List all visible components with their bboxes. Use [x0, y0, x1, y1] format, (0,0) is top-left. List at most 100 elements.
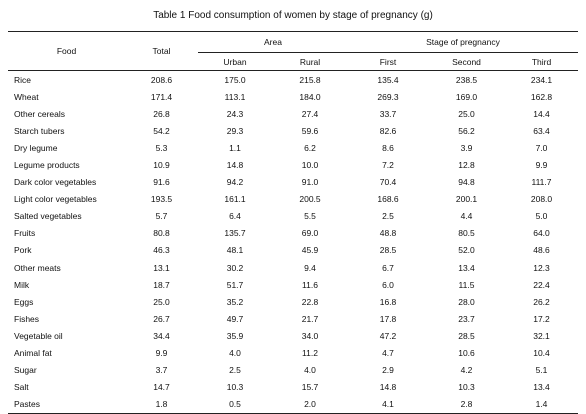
value-cell: 2.5 [382, 211, 394, 222]
value-cell: 22.4 [533, 279, 550, 290]
header-cell: Second [428, 52, 505, 71]
value-cell: 54.2 [153, 125, 170, 136]
table-title: Table 1 Food consumption of women by sta… [153, 10, 433, 21]
value-cell: 1.4 [535, 399, 548, 410]
food-cell: Salted vegetables [14, 211, 82, 222]
value-cell: 4.7 [382, 348, 394, 359]
value-cell: 25.0 [153, 296, 170, 307]
value-cell: 49.7 [226, 313, 244, 324]
value-cell: 52.0 [458, 245, 475, 256]
value-cell: 208.0 [530, 194, 553, 205]
value-cell: 2.8 [460, 399, 473, 410]
table-header: Food Total Area Stage of pregnancy Urban… [8, 31, 578, 71]
value-cell: 3.9 [460, 142, 473, 153]
value-cell: 94.8 [458, 177, 475, 188]
table-row: Rice 208.6 175.0 215.8 135.4 238.5 234.1 [8, 71, 578, 89]
value-cell: 18.7 [153, 279, 170, 290]
food-cell: Animal fat [14, 348, 52, 359]
value-cell: 5.3 [155, 142, 168, 153]
value-cell: 15.7 [301, 382, 319, 393]
value-cell: 10.9 [153, 160, 170, 171]
food-cell: Pork [14, 245, 32, 256]
value-cell: 59.6 [301, 125, 319, 136]
table-row: Pastes 1.8 0.5 2.0 4.1 2.8 1.4 [8, 396, 578, 414]
value-cell: 4.4 [460, 211, 473, 222]
value-cell: 11.2 [302, 348, 318, 359]
value-cell: 28.5 [458, 330, 475, 341]
value-cell: 35.2 [226, 296, 244, 307]
value-cell: 91.0 [301, 177, 319, 188]
value-cell: 24.3 [226, 108, 244, 119]
food-cell: Pastes [14, 399, 40, 410]
food-cell: Eggs [14, 296, 34, 307]
value-cell: 269.3 [377, 91, 399, 102]
value-cell: 48.1 [226, 245, 244, 256]
header-cell: First [348, 52, 428, 71]
value-cell: 215.8 [299, 74, 321, 85]
value-cell: 33.7 [379, 108, 397, 119]
value-cell: 64.0 [533, 228, 550, 239]
header-cell: Rural [272, 52, 348, 71]
value-cell: 22.8 [301, 296, 319, 307]
value-cell: 6.7 [382, 262, 394, 273]
value-cell: 14.4 [533, 108, 550, 119]
value-cell: 12.3 [533, 262, 550, 273]
value-cell: 35.9 [226, 330, 244, 341]
table-row: Sugar 3.7 2.5 4.0 2.9 4.2 5.1 [8, 362, 578, 379]
value-cell: 94.2 [226, 177, 244, 188]
value-cell: 47.2 [379, 330, 397, 341]
value-cell: 135.4 [377, 74, 399, 85]
food-cell: Other cereals [14, 108, 66, 119]
food-cell: Other meats [14, 262, 61, 273]
value-cell: 2.0 [304, 399, 316, 410]
header-cell: Total [125, 31, 198, 71]
value-cell: 16.8 [379, 296, 397, 307]
value-cell: 70.4 [379, 177, 397, 188]
table-row: Pork 46.3 48.1 45.9 28.5 52.0 48.6 [8, 242, 578, 259]
value-cell: 14.7 [153, 382, 170, 393]
value-cell: 175.0 [224, 74, 246, 85]
value-cell: 4.0 [304, 365, 316, 376]
table-row: Wheat 171.4 113.1 184.0 269.3 169.0 162.8 [8, 88, 578, 105]
table-row: Fishes 26.7 49.7 21.7 17.8 23.7 17.2 [8, 310, 578, 327]
value-cell: 29.3 [226, 125, 244, 136]
value-cell: 2.5 [229, 365, 241, 376]
value-cell: 111.7 [531, 177, 552, 188]
value-cell: 13.1 [153, 262, 170, 273]
value-cell: 28.0 [458, 296, 475, 307]
value-cell: 28.5 [379, 245, 397, 256]
value-cell: 3.7 [155, 365, 168, 376]
table-row: Legume products 10.9 14.8 10.0 7.2 12.8 9.9 [8, 156, 578, 173]
value-cell: 23.7 [458, 313, 475, 324]
value-cell: 25.0 [458, 108, 475, 119]
food-cell: Dry legume [14, 142, 58, 153]
value-cell: 9.4 [304, 262, 316, 273]
value-cell: 17.8 [379, 313, 397, 324]
table-row: Light color vegetables 193.5 161.1 200.5 168… [8, 191, 578, 208]
value-cell: 4.0 [229, 348, 241, 359]
value-cell: 63.4 [533, 125, 550, 136]
value-cell: 56.2 [458, 125, 475, 136]
value-cell: 10.4 [533, 348, 550, 359]
page: {"title": "Table 1 Food consumption of w… [8, 10, 578, 414]
table-row: Dry legume 5.3 1.1 6.2 8.6 3.9 7.0 [8, 139, 578, 156]
food-cell: Light color vegetables [14, 194, 97, 205]
food-cell: Rice [14, 74, 32, 85]
value-cell: 80.5 [458, 228, 475, 239]
value-cell: 32.1 [533, 330, 550, 341]
value-cell: 6.2 [304, 142, 316, 153]
value-cell: 11.6 [302, 279, 318, 290]
value-cell: 161.1 [224, 194, 246, 205]
table-row: Fruits 80.8 135.7 69.0 48.8 80.5 64.0 [8, 225, 578, 242]
table-row: Starch tubers 54.2 29.3 59.6 82.6 56.2 63.4 [8, 122, 578, 139]
value-cell: 17.2 [533, 313, 550, 324]
value-cell: 208.6 [150, 74, 173, 85]
value-cell: 10.0 [301, 160, 319, 171]
value-cell: 45.9 [301, 245, 319, 256]
value-cell: 238.5 [455, 74, 478, 85]
table-row: Salt 14.7 10.3 15.7 14.8 10.3 13.4 [8, 379, 578, 396]
food-cell: Vegetable oil [14, 330, 63, 341]
value-cell: 10.6 [458, 348, 475, 359]
value-cell: 5.1 [535, 365, 548, 376]
header-cell: Urban [198, 52, 272, 71]
